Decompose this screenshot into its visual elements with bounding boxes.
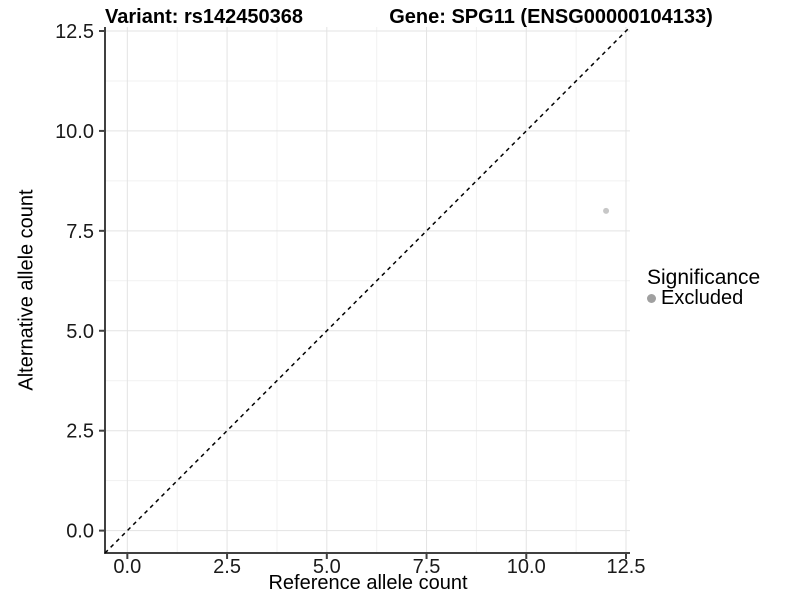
- y-axis-title: Alternative allele count: [15, 189, 38, 391]
- y-tick-label: 2.5: [66, 421, 94, 443]
- x-tick-label: 12.5: [607, 556, 646, 578]
- y-tick-label: 7.5: [66, 221, 94, 243]
- x-axis-title: Reference allele count: [268, 572, 468, 594]
- legend-key-dot-icon: [647, 293, 656, 303]
- x-tick-label: 10.0: [507, 556, 546, 578]
- x-tick-label: 5.0: [313, 556, 341, 578]
- x-tick-label: 2.5: [213, 556, 241, 578]
- x-tick-label: 7.5: [413, 556, 441, 578]
- data-point: [603, 207, 610, 214]
- plot-title-gene: Gene: SPG11 (ENSG00000104133): [389, 6, 713, 28]
- plot-title-variant: Variant: rs142450368: [105, 6, 303, 28]
- legend-title: Significance: [647, 266, 761, 289]
- legend: Significance Excluded: [647, 266, 761, 309]
- y-tick-label: 5.0: [66, 321, 94, 343]
- legend-item-excluded: Excluded: [647, 286, 760, 309]
- identity-reference-line: [104, 26, 631, 554]
- y-tick-label: 10.0: [55, 121, 94, 143]
- y-tick-label: 0.0: [66, 521, 94, 543]
- y-tick-label: 12.5: [55, 21, 94, 43]
- x-tick-label: 0.0: [113, 556, 141, 578]
- legend-item-label: Excluded: [661, 286, 744, 309]
